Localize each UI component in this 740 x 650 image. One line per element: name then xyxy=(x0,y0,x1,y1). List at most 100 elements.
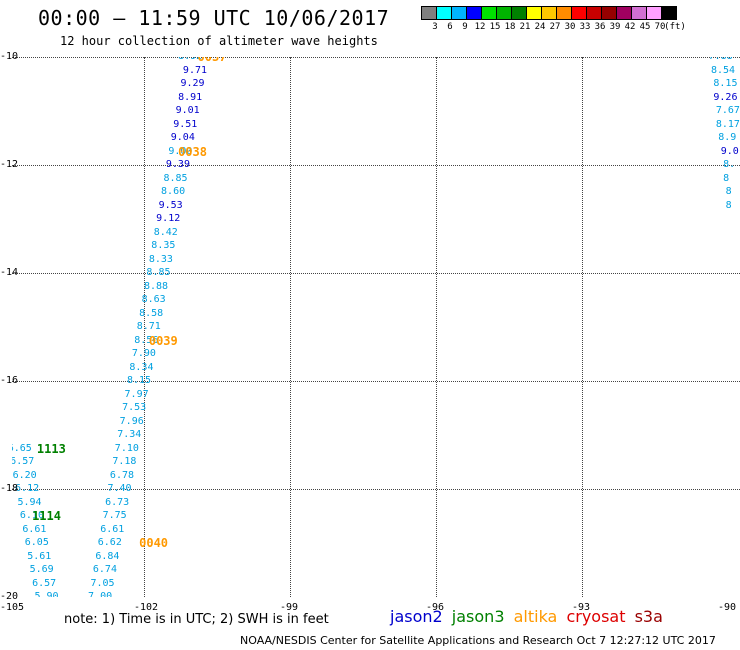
wave-height-value: 6.74 xyxy=(92,564,117,575)
wave-height-value: 8.56 xyxy=(134,334,159,346)
wave-height-value: 6.84 xyxy=(95,550,120,562)
legend-label: 9 xyxy=(462,22,468,32)
legend-swatch xyxy=(556,6,572,20)
map-title: 00:00 – 11:59 UTC 10/06/2017 xyxy=(38,6,390,30)
wave-height-value: 6.12 xyxy=(15,483,40,494)
wave-height-value: 8.15 xyxy=(126,375,152,386)
lat-axis-label: -16 xyxy=(0,375,19,386)
lat-grid-line xyxy=(12,273,740,274)
wave-height-value: 7.10 xyxy=(114,442,139,454)
wave-height-value: 9.12 xyxy=(156,213,181,224)
wave-height-value: 7.40 xyxy=(107,483,132,494)
legend-swatch xyxy=(451,6,467,20)
lon-axis-label: -96 xyxy=(426,602,445,613)
wave-height-value: 6.57 xyxy=(32,577,57,589)
pass-time-label: 1114 xyxy=(32,509,61,523)
wave-height-value: 8.85 xyxy=(146,267,171,278)
wave-height-value: 7.53 xyxy=(122,402,147,413)
map-area: 8.929.719.298.919.019.519.049.009.398.85… xyxy=(12,57,740,597)
legend-label: 18 xyxy=(504,22,516,32)
sat-jason2: jason2 xyxy=(390,607,443,626)
wave-height-value: 6.20 xyxy=(12,469,37,481)
wave-height-value: 8.91 xyxy=(178,91,203,103)
lon-grid-line xyxy=(290,57,291,597)
wave-height-value: 6.78 xyxy=(109,469,135,481)
legend-label: 30 xyxy=(564,22,576,32)
wave-height-value: 7.67 xyxy=(715,105,740,116)
wave-height-value: 9.29 xyxy=(180,78,205,89)
lat-grid-line xyxy=(12,57,740,58)
lat-grid-line xyxy=(12,381,740,382)
wave-height-value: 8 xyxy=(725,199,732,211)
legend-label: 42 xyxy=(624,22,636,32)
wave-height-value: 7.18 xyxy=(112,456,137,467)
legend-label: 24 xyxy=(534,22,546,32)
lon-axis-label: -105 xyxy=(0,602,25,613)
wave-height-value: 9.0 xyxy=(720,145,739,157)
wave-height-value: 9.51 xyxy=(173,118,198,130)
wave-height-value: 7.05 xyxy=(90,577,115,589)
lon-grid-line xyxy=(144,57,145,597)
legend-swatch xyxy=(481,6,497,20)
legend-label: 33 xyxy=(579,22,591,32)
sat-jason3: jason3 xyxy=(451,607,505,626)
legend-swatch xyxy=(586,6,602,20)
legend-swatch xyxy=(661,6,677,20)
legend-label: 21 xyxy=(519,22,531,32)
wave-height-value: 5.69 xyxy=(29,564,54,575)
footer-credit: NOAA/NESDIS Center for Satellite Applica… xyxy=(240,634,716,647)
wave-height-value: 6.10 xyxy=(19,510,44,521)
wave-height-value: 7.88 xyxy=(709,57,733,62)
legend-swatch xyxy=(466,6,482,20)
legend-label: 12 xyxy=(474,22,486,32)
lat-axis-label: -14 xyxy=(0,267,19,278)
wave-height-value: 9.04 xyxy=(170,132,195,143)
wave-height-value: 8.35 xyxy=(151,240,176,251)
wave-height-value: 6.65 xyxy=(12,442,32,454)
wave-height-value: 9.26 xyxy=(713,91,738,103)
lat-axis-label: -10 xyxy=(0,51,19,62)
pass-time-label: 1113 xyxy=(36,441,66,456)
legend-label: 27 xyxy=(549,22,561,32)
legend-label: 45 xyxy=(639,22,651,32)
lon-axis-label: -90 xyxy=(718,602,737,613)
wave-height-value: 6.61 xyxy=(100,523,125,535)
wave-height-value: 8.9 xyxy=(718,132,737,143)
sat-s3a: s3a xyxy=(634,607,663,626)
lat-axis-label: -12 xyxy=(0,159,19,170)
pass-time-label: 0040 xyxy=(139,536,169,550)
wave-height-value: 8.34 xyxy=(129,361,154,373)
wave-height-value: 8 xyxy=(725,186,732,197)
legend-swatch xyxy=(511,6,527,20)
legend-label: 15 xyxy=(489,22,501,32)
legend-swatch xyxy=(496,6,512,20)
pass-time-label: 0039 xyxy=(148,333,178,348)
lat-grid-line xyxy=(12,165,740,166)
wave-height-value: 8 xyxy=(723,172,730,184)
color-legend: 3 6 9 12 15 18 21 24 27 30 33 36 39 42 45 70 (ft) xyxy=(421,6,686,32)
wave-height-value: 6.73 xyxy=(105,496,130,508)
wave-height-value: 9.00 xyxy=(168,145,193,157)
wave-height-value: 8.54 xyxy=(710,64,736,76)
legend-swatch xyxy=(436,6,452,20)
map-subtitle: 12 hour collection of altimeter wave hei… xyxy=(60,34,378,48)
wave-height-value: 6.57 xyxy=(12,456,35,467)
sat-altika: altika xyxy=(513,607,558,626)
wave-height-value: 9.39 xyxy=(165,159,190,170)
wave-height-value: 6.05 xyxy=(24,537,49,548)
wave-height-value: 7.96 xyxy=(119,415,144,427)
wave-height-value: 6.62 xyxy=(97,537,122,548)
lat-axis-label: -18 xyxy=(0,483,19,494)
pass-time-label: 0038 xyxy=(178,144,207,159)
wave-height-value: 8.92 xyxy=(178,57,202,62)
legend-label: 36 xyxy=(594,22,606,32)
legend-swatch xyxy=(541,6,557,20)
wave-height-value: 8. xyxy=(723,159,736,170)
sat-cryosat: cryosat xyxy=(566,607,626,626)
legend-swatch xyxy=(631,6,647,20)
wave-height-value: 8.63 xyxy=(141,294,166,305)
wave-height-value: 7.75 xyxy=(102,510,127,521)
legend-label: 6 xyxy=(447,22,453,32)
wave-height-value: 8.60 xyxy=(161,186,186,197)
lon-grid-line xyxy=(436,57,437,597)
